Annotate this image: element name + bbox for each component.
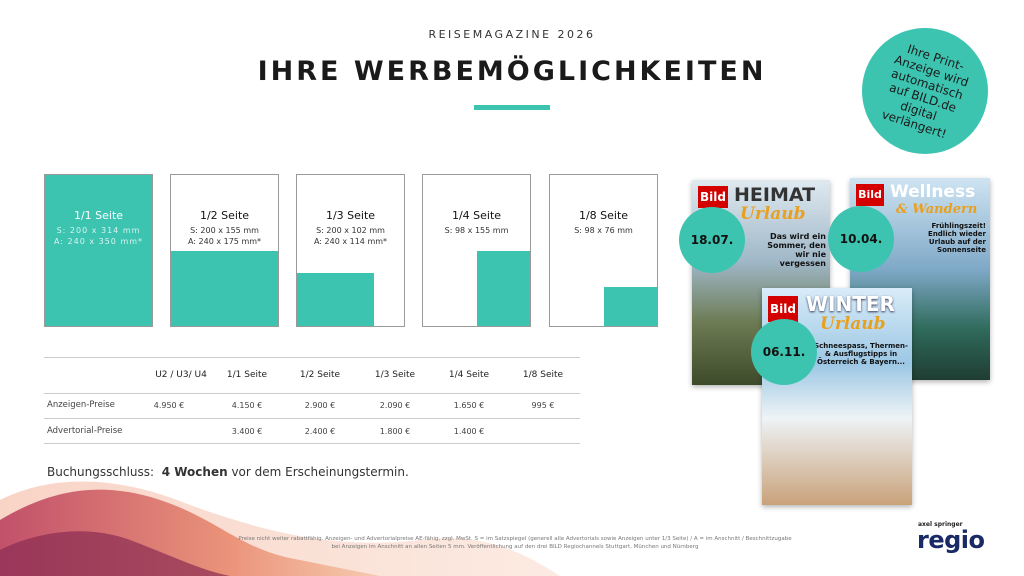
format-box: 1/4 Seite S: 98 x 155 mm xyxy=(422,174,531,327)
release-date: 06.11. xyxy=(751,319,817,385)
cover-subtitle: Urlaub xyxy=(820,314,886,334)
kicker: REISEMAGAZINE 2026 xyxy=(428,28,596,41)
format-name: 1/4 Seite xyxy=(451,209,502,222)
format-box: 1/3 Seite S: 200 x 102 mm A: 240 x 114 m… xyxy=(296,174,405,327)
badge: Ihre Print-Anzeige wird automatisch auf … xyxy=(862,28,988,154)
cover-title: Wellness xyxy=(890,182,976,202)
booking-rest: vor dem Erscheinungstermin. xyxy=(231,465,409,479)
table-rule xyxy=(44,418,580,419)
row-label: Advertorial-Preise xyxy=(47,426,123,436)
table-header: 1/3 Seite xyxy=(374,370,416,380)
brand: Bild xyxy=(856,184,884,206)
cover-headline: Das wird ein Sommer, den wir nie vergess… xyxy=(767,232,826,268)
cover-title: HEIMAT xyxy=(734,184,816,206)
footnote: bei Anzeigen im Anschnitt an allen Seite… xyxy=(331,544,699,550)
format-dims: A: 240 x 175 mm* xyxy=(187,237,262,246)
table-rule xyxy=(44,393,580,394)
table-header: 1/4 Seite xyxy=(448,370,490,380)
brand: Bild xyxy=(698,186,728,208)
table-rule xyxy=(44,443,580,444)
format-dims: S: 200 x 102 mm xyxy=(316,226,385,235)
footnote: Preise nicht weiter rabattfähig. Anzeige… xyxy=(238,536,792,542)
cover-headline: Frühlingszeit! Endlich wieder Urlaub auf… xyxy=(928,222,986,254)
format-dims: S: 98 x 76 mm xyxy=(574,226,633,235)
price: 3.400 € xyxy=(231,427,263,436)
booking-note: Buchungsschluss: 4 Wochen vor dem Ersche… xyxy=(47,465,409,479)
badge-text: Ihre Print-Anzeige wird automatisch auf … xyxy=(880,41,971,142)
table-header: 1/8 Seite xyxy=(522,370,564,380)
format-box: 1/8 Seite S: 98 x 76 mm xyxy=(549,174,658,327)
brand: Bild xyxy=(768,296,798,322)
price: 1.400 € xyxy=(453,427,485,436)
logo-small: axel springer xyxy=(918,521,963,528)
cover-title: WINTER xyxy=(806,292,895,316)
title: IHRE WERBEMÖGLICHKEITEN xyxy=(257,56,767,87)
price: 995 € xyxy=(531,401,555,410)
cover-headline: Schneespass, Thermen- & Ausflugstipps in… xyxy=(814,342,908,366)
price: 2.090 € xyxy=(379,401,411,410)
format-name: 1/8 Seite xyxy=(578,209,629,222)
title-rule xyxy=(474,105,550,110)
booking-label: Buchungsschluss: xyxy=(47,465,155,479)
format-name: 1/2 Seite xyxy=(199,209,250,222)
table-rule xyxy=(44,357,580,358)
decor-waves xyxy=(0,481,560,576)
format-name: 1/1 Seite xyxy=(73,209,124,222)
logo: regio xyxy=(917,526,985,554)
cover-subtitle: Urlaub xyxy=(740,204,806,224)
format-dims: A: 240 x 350 mm* xyxy=(53,237,144,246)
format-box: 1/1 Seite S: 200 x 314 mm A: 240 x 350 m… xyxy=(44,174,153,327)
release-date: 10.04. xyxy=(828,206,894,272)
table-header: 1/1 Seite xyxy=(226,370,268,380)
price: 1.650 € xyxy=(453,401,485,410)
format-name: 1/3 Seite xyxy=(325,209,376,222)
format-dims: A: 240 x 114 mm* xyxy=(313,237,388,246)
booking-emphasis: 4 Wochen xyxy=(161,465,228,479)
table-header: 1/2 Seite xyxy=(299,370,341,380)
release-date: 18.07. xyxy=(679,207,745,273)
format-box: 1/2 Seite S: 200 x 155 mm A: 240 x 175 m… xyxy=(170,174,279,327)
price: 2.400 € xyxy=(304,427,336,436)
row-label: Anzeigen-Preise xyxy=(47,400,115,410)
price: 4.150 € xyxy=(231,401,263,410)
price: 2.900 € xyxy=(304,401,336,410)
format-dims: S: 200 x 314 mm xyxy=(56,226,141,235)
price: 4.950 € xyxy=(153,401,185,410)
format-dims: S: 98 x 155 mm xyxy=(444,226,509,235)
table-header: U2 / U3/ U4 xyxy=(155,370,207,380)
cover-subtitle: & Wandern xyxy=(896,202,978,217)
format-dims: S: 200 x 155 mm xyxy=(190,226,259,235)
price: 1.800 € xyxy=(379,427,411,436)
